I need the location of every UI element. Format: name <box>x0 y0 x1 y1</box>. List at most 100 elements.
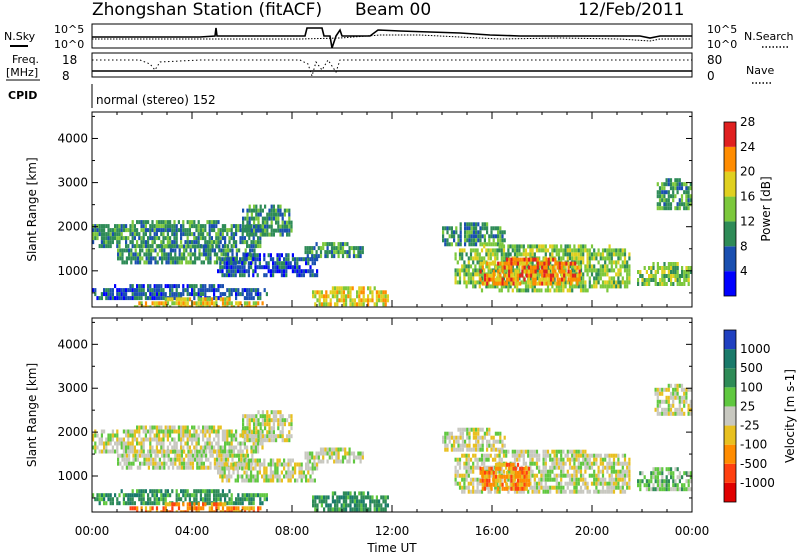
echo-cell <box>128 252 131 257</box>
echo-cell <box>219 297 222 302</box>
echo-cell <box>483 465 486 470</box>
echo-cell <box>246 438 249 443</box>
echo-cell <box>338 499 341 504</box>
echo-cell <box>187 244 190 249</box>
echo-cell <box>189 465 192 470</box>
echo-cell <box>612 252 616 257</box>
echo-cell <box>510 482 513 487</box>
echo-cell <box>268 434 271 439</box>
echo-cell <box>564 481 567 486</box>
echo-cell <box>105 445 108 450</box>
echo-cell <box>182 228 185 233</box>
echo-cell <box>516 482 520 487</box>
echo-cell <box>469 276 473 281</box>
echo-cell <box>259 438 262 443</box>
echo-cell <box>213 288 216 293</box>
echo-cell <box>459 226 462 231</box>
echo-cell <box>628 252 631 257</box>
echo-cell <box>442 238 445 243</box>
echo-cell <box>575 481 578 486</box>
echo-cell <box>479 234 482 239</box>
echo-cell <box>244 414 247 419</box>
echo-cell <box>467 465 470 470</box>
echo-cell <box>188 437 191 442</box>
echo-cell <box>116 236 119 241</box>
echo-cell <box>582 473 585 478</box>
echo-cell <box>593 489 596 494</box>
echo-cell <box>171 297 174 302</box>
echo-cell <box>562 461 565 466</box>
echo-cell <box>593 280 596 285</box>
echo-cell <box>463 453 466 458</box>
echo-cell <box>218 461 221 466</box>
echo-cell <box>475 431 478 436</box>
echo-cell <box>131 288 134 293</box>
echo-cell <box>453 230 456 235</box>
echo-cell <box>500 284 503 289</box>
echo-cell <box>180 497 183 502</box>
echo-cell <box>174 252 177 257</box>
echo-cell <box>553 288 556 293</box>
echo-cell <box>252 240 255 245</box>
echo-cell <box>251 248 254 253</box>
echo-cell <box>670 278 673 282</box>
echo-cell <box>336 286 339 291</box>
echo-cell <box>154 465 157 470</box>
echo-cell <box>351 298 354 303</box>
echo-cell <box>277 208 280 213</box>
echo-cell <box>579 248 583 253</box>
echo-cell <box>521 470 524 475</box>
echo-cell <box>330 242 334 247</box>
echo-cell <box>566 248 569 253</box>
power-echo-region <box>442 222 506 247</box>
echo-cell <box>183 465 186 470</box>
echo-cell <box>454 469 457 474</box>
echo-cell <box>465 264 468 269</box>
echo-cell <box>186 220 189 225</box>
echo-cell <box>266 414 269 419</box>
echo-cell <box>617 272 620 277</box>
echo-cell <box>551 252 554 257</box>
echo-cell <box>552 265 555 270</box>
echo-cell <box>461 248 464 253</box>
echo-cell <box>318 495 321 500</box>
echo-cell <box>186 433 189 438</box>
echo-cell <box>349 503 352 508</box>
echo-cell <box>279 208 282 213</box>
colorbar-segment <box>724 146 736 172</box>
echo-cell <box>514 257 517 262</box>
echo-cell <box>465 457 468 462</box>
echo-cell <box>444 431 447 436</box>
echo-cell <box>103 228 106 233</box>
echo-cell <box>199 497 202 502</box>
echo-cell <box>529 465 532 470</box>
echo-cell <box>328 242 331 247</box>
echo-cell <box>467 280 470 285</box>
echo-cell <box>243 273 246 278</box>
echo-cell <box>608 485 611 490</box>
echo-cell <box>551 457 554 462</box>
echo-cell <box>268 418 271 423</box>
echo-cell <box>549 268 552 273</box>
echo-cell <box>239 441 242 446</box>
echo-cell <box>606 288 609 293</box>
echo-cell <box>300 257 303 262</box>
echo-cell <box>171 425 174 430</box>
echo-cell <box>455 447 458 452</box>
echo-cell <box>480 288 484 293</box>
echo-cell <box>538 269 542 274</box>
echo-cell <box>254 478 257 483</box>
echo-cell <box>628 461 631 466</box>
echo-cell <box>250 296 253 301</box>
echo-cell <box>555 461 558 466</box>
echo-cell <box>277 204 280 209</box>
echo-cell <box>263 273 266 278</box>
echo-cell <box>153 501 156 506</box>
echo-cell <box>621 453 624 458</box>
echo-cell <box>538 489 541 494</box>
echo-cell <box>275 414 278 419</box>
echo-cell <box>327 495 330 500</box>
echo-cell <box>210 224 213 229</box>
echo-cell <box>540 244 543 249</box>
echo-cell <box>538 261 542 266</box>
